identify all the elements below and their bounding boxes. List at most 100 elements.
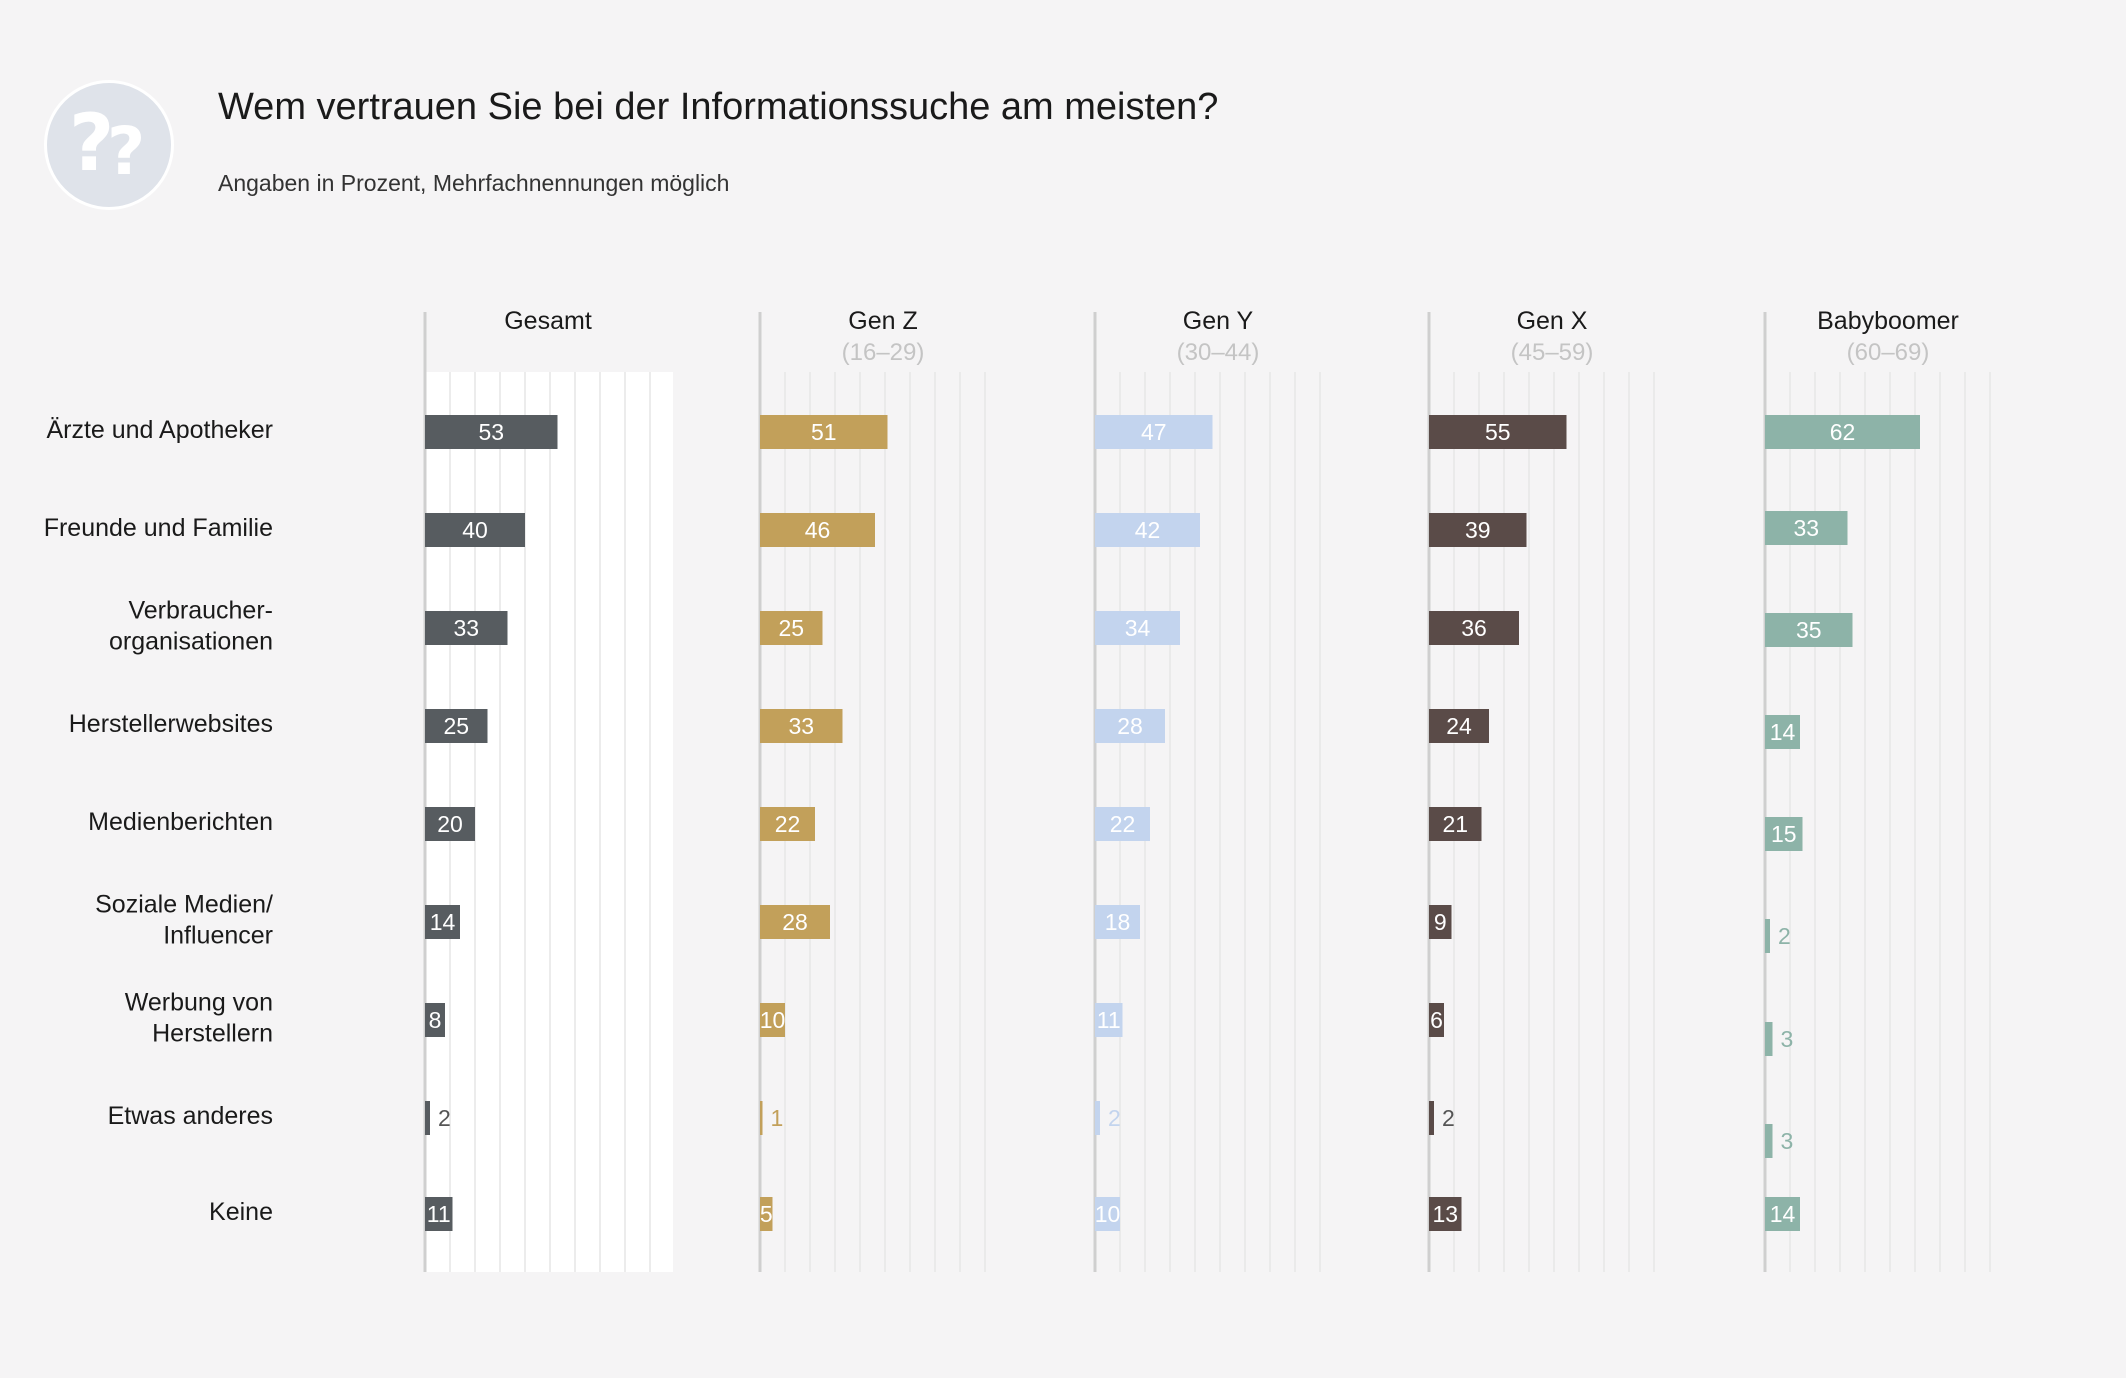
bar: [425, 807, 475, 841]
bar: [425, 1101, 430, 1135]
bar: [1765, 511, 1848, 545]
bar-value-label: 8: [429, 1007, 442, 1033]
bar-value-label: 3: [1781, 1128, 1794, 1154]
bar-value-label: 1: [771, 1105, 784, 1131]
bar-value-label: 14: [1770, 1201, 1796, 1227]
bar: [1429, 1101, 1434, 1135]
bar-value-label: 53: [478, 419, 504, 445]
bar-value-label: 25: [778, 615, 804, 641]
category-label: Ärzte und Apotheker: [46, 416, 273, 444]
bar-value-label: 33: [1793, 515, 1819, 541]
bar: [1095, 415, 1213, 449]
panel-title-babyboomer: Babyboomer: [1817, 307, 1959, 335]
bar-value-label: 2: [1442, 1105, 1455, 1131]
bar-value-label: 21: [1442, 811, 1468, 837]
category-label: Werbung von Herstellern: [125, 989, 273, 1048]
panel-title-gen-x: Gen X: [1517, 307, 1588, 335]
bar: [760, 709, 843, 743]
bar-value-label: 5: [760, 1201, 773, 1227]
bar-value-label: 2: [1778, 923, 1791, 949]
category-label: Keine: [209, 1198, 273, 1226]
bar-value-label: 33: [788, 713, 814, 739]
bar: [1429, 807, 1482, 841]
bar: [1429, 709, 1489, 743]
bar-value-label: 36: [1461, 615, 1487, 641]
bar-value-label: 34: [1125, 615, 1151, 641]
chart-subtitle: Angaben in Prozent, Mehrfachnennungen mö…: [218, 170, 730, 196]
bar: [1429, 415, 1567, 449]
bar: [760, 807, 815, 841]
bar: [1095, 1003, 1123, 1037]
bar: [760, 1003, 785, 1037]
bar-value-label: 2: [438, 1105, 451, 1131]
bar: [1765, 613, 1853, 647]
bar: [425, 709, 488, 743]
bar: [760, 513, 875, 547]
panel-sublabel-gen-y: (30–44): [1177, 339, 1260, 366]
bar: [1095, 1101, 1100, 1135]
bar: [1095, 905, 1140, 939]
bar: [1095, 513, 1200, 547]
bar: [1429, 1003, 1444, 1037]
bar-value-label: 40: [462, 517, 488, 543]
bar: [425, 1197, 453, 1231]
bar-value-label: 14: [430, 909, 456, 935]
bar-value-label: 14: [1770, 719, 1796, 745]
bar-value-label: 47: [1141, 419, 1167, 445]
chart-title: Wem vertrauen Sie bei der Informationssu…: [218, 86, 1219, 128]
category-label: Herstellerwebsites: [69, 710, 273, 738]
bar: [1765, 1124, 1773, 1158]
bar-value-label: 25: [443, 713, 469, 739]
bar: [760, 415, 888, 449]
bar: [1765, 919, 1770, 953]
bar-value-label: 18: [1105, 909, 1131, 935]
bar-value-label: 22: [1110, 811, 1136, 837]
bar: [1765, 715, 1800, 749]
bar: [1095, 709, 1165, 743]
bar-value-label: 28: [782, 909, 808, 935]
bar-value-label: 10: [760, 1007, 786, 1033]
bar: [1765, 817, 1803, 851]
bar-value-label: 11: [427, 1201, 451, 1227]
bar: [1429, 1197, 1462, 1231]
bar-value-label: 9: [1434, 909, 1447, 935]
bar: [1765, 1197, 1800, 1231]
panel-sublabel-babyboomer: (60–69): [1847, 339, 1930, 366]
bar-value-label: 55: [1485, 419, 1511, 445]
bar-value-label: 3: [1781, 1026, 1794, 1052]
bar-value-label: 6: [1430, 1007, 1443, 1033]
bar-value-label: 20: [437, 811, 463, 837]
category-label: Freunde und Familie: [44, 514, 273, 542]
bar: [1095, 1197, 1120, 1231]
bar-value-label: 13: [1432, 1201, 1458, 1227]
bar: [1095, 807, 1150, 841]
bar: [760, 1101, 763, 1135]
bar: [1765, 1022, 1773, 1056]
category-label: Soziale Medien/Influencer: [95, 891, 273, 950]
bar-value-label: 22: [775, 811, 801, 837]
bar: [760, 611, 823, 645]
bar-value-label: 33: [453, 615, 479, 641]
bar: [425, 513, 525, 547]
bar: [1429, 611, 1519, 645]
bar-value-label: 42: [1135, 517, 1161, 543]
bar-value-label: 62: [1830, 419, 1856, 445]
bar-value-label: 10: [1095, 1201, 1121, 1227]
category-label: Etwas anderes: [108, 1102, 273, 1130]
bar-value-label: 51: [811, 419, 837, 445]
panel-title-gen-y: Gen Y: [1183, 307, 1254, 335]
bar-value-label: 2: [1108, 1105, 1121, 1131]
panel-sublabel-gen-z: (16–29): [842, 339, 925, 366]
bar: [760, 1197, 773, 1231]
bar-value-label: 35: [1796, 617, 1822, 643]
bar: [760, 905, 830, 939]
question-mark-logo: ? ?: [44, 80, 174, 210]
bar: [1765, 415, 1920, 449]
bar: [425, 905, 460, 939]
category-label: Verbraucher-organisationen: [109, 597, 273, 656]
bar-value-label: 28: [1117, 713, 1143, 739]
category-label: Medienberichten: [88, 808, 273, 836]
bar: [1095, 611, 1180, 645]
bar-value-label: 46: [805, 517, 831, 543]
